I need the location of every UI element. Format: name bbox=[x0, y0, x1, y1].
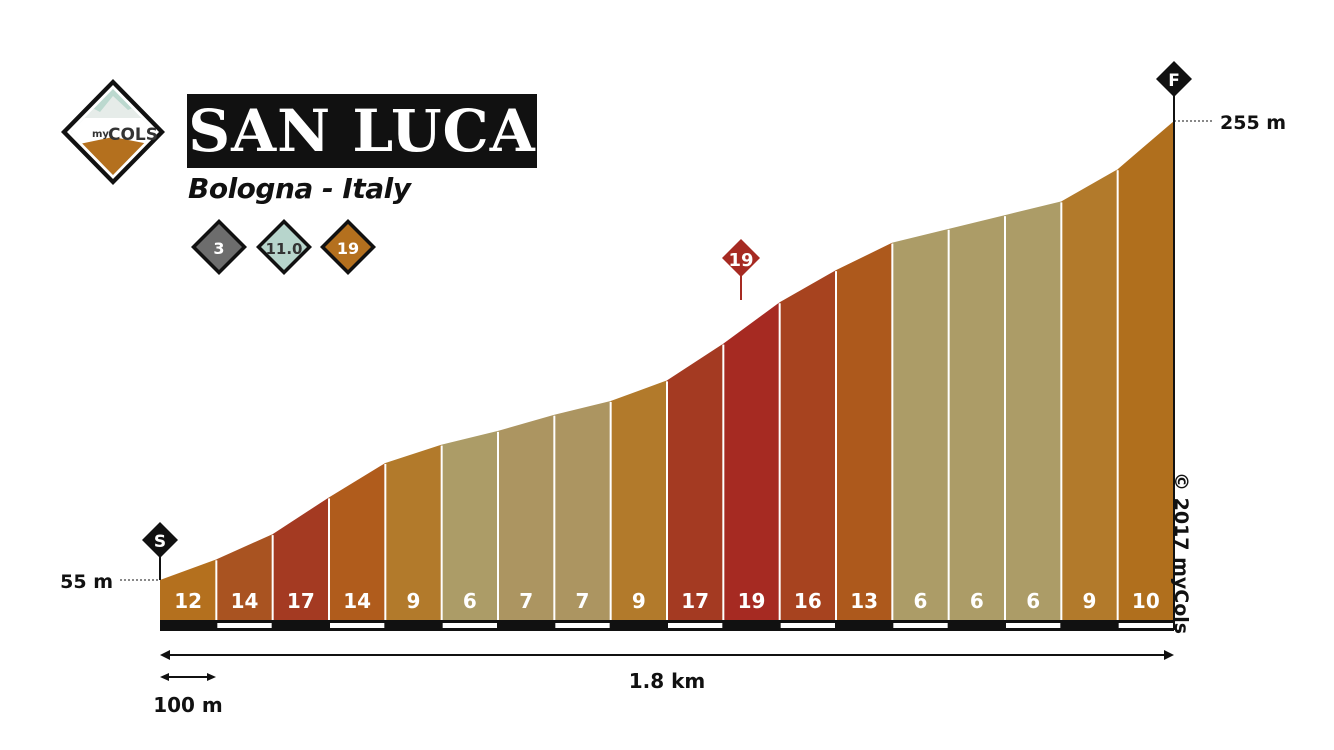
segment-gradient-label: 7 bbox=[576, 589, 590, 613]
segment-gradient-label: 13 bbox=[850, 589, 878, 613]
profile-segment bbox=[948, 215, 1005, 620]
max-gradient-marker-label: 19 bbox=[728, 250, 753, 271]
segment-gradient-label: 7 bbox=[519, 589, 533, 613]
badge-max-gradient-value: 19 bbox=[337, 239, 359, 258]
badge-average-gradient-value: 11.0 bbox=[265, 240, 302, 258]
finish-marker-label: F bbox=[1168, 71, 1180, 91]
badge-difficulty: 3 bbox=[191, 219, 247, 275]
profile-segment bbox=[892, 228, 949, 621]
profile-segment bbox=[1117, 121, 1174, 620]
location-subtitle: Bologna - Italy bbox=[188, 172, 411, 205]
segment-gradient-label: 17 bbox=[681, 589, 709, 613]
segment-gradient-label: 12 bbox=[174, 589, 202, 613]
profile-segment bbox=[385, 444, 442, 620]
page-title: SAN LUCA bbox=[188, 97, 536, 165]
badge-difficulty-value: 3 bbox=[213, 239, 224, 258]
profile-segment bbox=[272, 497, 329, 620]
distance-bar-block bbox=[442, 623, 497, 628]
profile-segment bbox=[1061, 169, 1118, 620]
start-elevation-label: 55 m bbox=[60, 571, 113, 593]
segment-gradient-label: 19 bbox=[738, 589, 766, 613]
distance-bar-block bbox=[1006, 623, 1061, 628]
profile-segment bbox=[723, 302, 780, 620]
total-distance-label: 1.8 km bbox=[629, 669, 706, 693]
profile-segment bbox=[1005, 201, 1062, 620]
start-marker: S bbox=[142, 522, 178, 580]
distance-bar-block bbox=[217, 623, 272, 628]
badge-max-gradient: 19 bbox=[320, 219, 376, 275]
segment-gradient-label: 9 bbox=[407, 589, 421, 613]
profile-segments bbox=[160, 121, 1174, 621]
title-box: SAN LUCA bbox=[187, 94, 537, 168]
logo-text-cols: COLS bbox=[108, 125, 158, 145]
end-elevation-label: 255 m bbox=[1220, 112, 1286, 134]
segment-gradient-label: 9 bbox=[632, 589, 646, 613]
profile-segment bbox=[216, 534, 273, 620]
segment-gradient-label: 10 bbox=[1132, 589, 1160, 613]
badge-average-gradient: 11.0 bbox=[256, 219, 312, 275]
mycols-logo: my COLS bbox=[61, 79, 165, 185]
distance-bar-frame bbox=[160, 620, 1174, 631]
profile-segment bbox=[836, 242, 893, 620]
total-distance-arrow bbox=[160, 650, 1174, 660]
profile-segment bbox=[498, 414, 555, 620]
profile-segment bbox=[554, 400, 611, 620]
distance-bar-block bbox=[668, 623, 723, 628]
segment-gradient-label: 6 bbox=[970, 589, 984, 613]
profile-segment bbox=[779, 270, 836, 620]
segment-gradient-label: 9 bbox=[1083, 589, 1097, 613]
gradient-labels: 12 14 17 14 9 6 7 7 9 17 19 16 13 6 6 6 9 10 bbox=[174, 589, 1160, 613]
distance-bar-block bbox=[330, 623, 385, 628]
segment-gradient-label: 14 bbox=[343, 589, 371, 613]
copyright-text: © 2017 myCols bbox=[1170, 472, 1192, 635]
scale-label: 100 m bbox=[153, 693, 223, 717]
profile-segment bbox=[667, 343, 724, 620]
profile-segment bbox=[160, 559, 217, 620]
segment-gradient-label: 6 bbox=[914, 589, 928, 613]
segment-gradient-label: 16 bbox=[794, 589, 822, 613]
segment-gradient-label: 17 bbox=[287, 589, 315, 613]
scale-arrow bbox=[160, 673, 216, 681]
profile-segment bbox=[441, 430, 498, 620]
segment-gradient-label: 14 bbox=[231, 589, 259, 613]
start-marker-label: S bbox=[154, 532, 166, 552]
distance-bar-block bbox=[893, 623, 948, 628]
profile-segment bbox=[329, 462, 386, 620]
distance-bar-block bbox=[555, 623, 610, 628]
logo-text-my: my bbox=[92, 129, 109, 140]
finish-marker: F bbox=[1156, 61, 1192, 630]
segment-gradient-label: 6 bbox=[463, 589, 477, 613]
distance-scale-bar bbox=[160, 620, 1174, 631]
segment-gradient-label: 6 bbox=[1026, 589, 1040, 613]
profile-segment bbox=[610, 380, 667, 620]
distance-bar-block bbox=[1118, 623, 1173, 628]
distance-bar-block bbox=[780, 623, 835, 628]
max-gradient-marker: 19 bbox=[722, 239, 760, 300]
